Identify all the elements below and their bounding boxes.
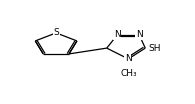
Text: CH₃: CH₃ bbox=[120, 69, 137, 78]
Text: N: N bbox=[114, 30, 121, 39]
Text: SH: SH bbox=[148, 44, 161, 53]
Text: N: N bbox=[136, 30, 143, 39]
Text: N: N bbox=[125, 54, 132, 63]
Text: S: S bbox=[53, 28, 59, 37]
